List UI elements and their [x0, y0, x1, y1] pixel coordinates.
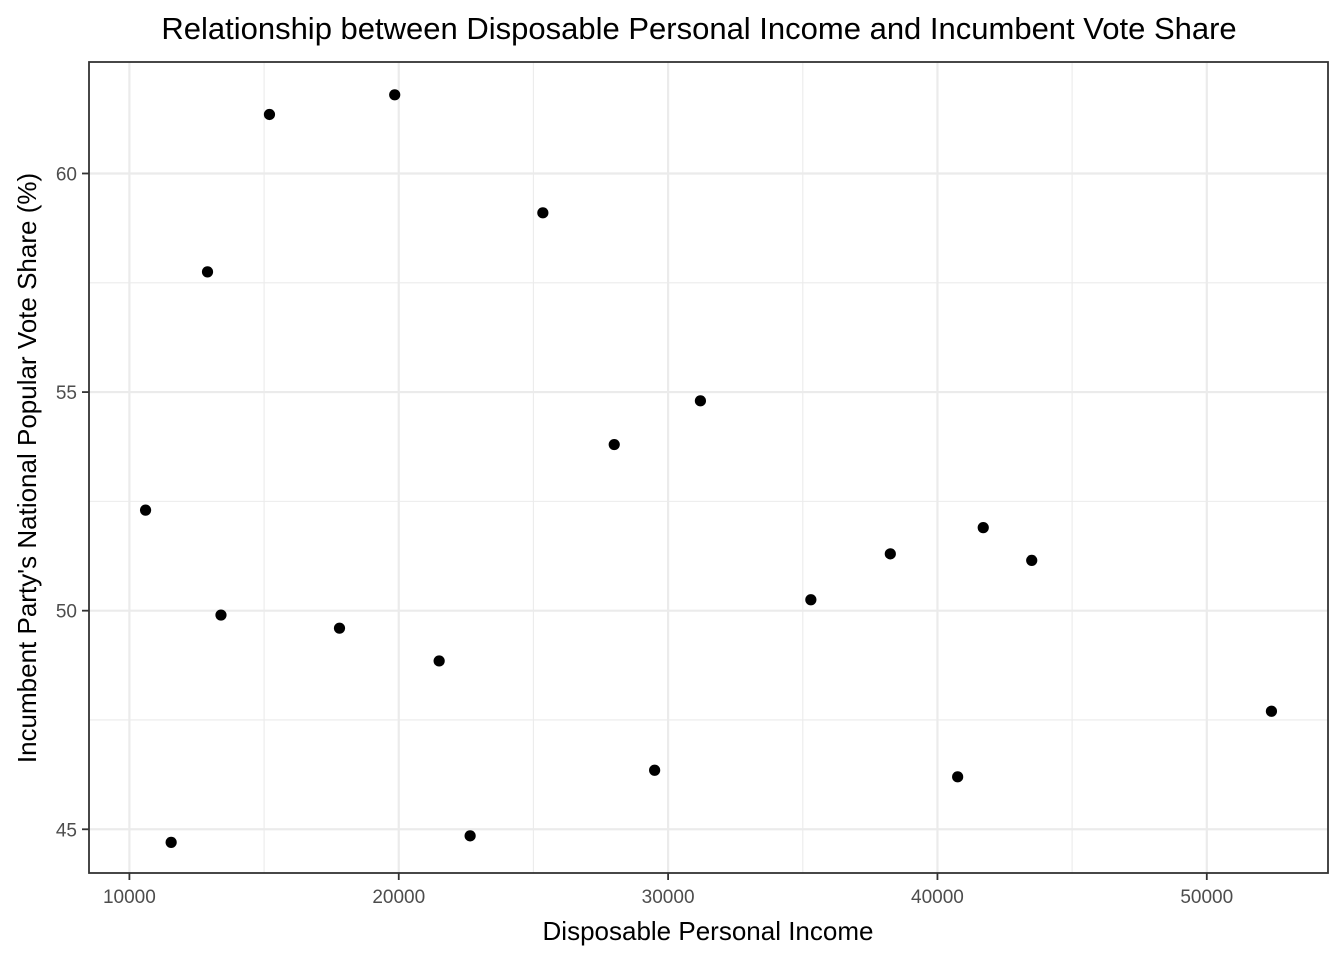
data-point: [537, 207, 549, 219]
grid-layer: [89, 62, 1328, 873]
data-point: [1026, 554, 1038, 567]
data-point: [333, 622, 346, 634]
data-point: [215, 609, 227, 621]
data-point: [884, 548, 896, 560]
data-point: [694, 395, 707, 407]
x-tick-label: 10000: [103, 887, 156, 908]
panel-border: [88, 61, 1329, 874]
data-point: [649, 764, 661, 776]
data-point: [977, 522, 989, 534]
y-tick-label: 45: [56, 820, 77, 841]
data-point: [201, 266, 214, 278]
data-point: [433, 655, 445, 667]
x-tick-label: 20000: [372, 887, 425, 908]
data-point: [805, 594, 817, 606]
data-point: [952, 771, 964, 783]
data-point: [263, 108, 276, 121]
x-tick-label: 50000: [1180, 887, 1233, 908]
y-tick-label: 55: [56, 383, 77, 404]
chart-title: Relationship between Disposable Personal…: [161, 11, 1236, 46]
data-point: [464, 830, 476, 842]
y-tick-label: 60: [56, 164, 77, 185]
y-axis-title: Incumbent Party's National Popular Vote …: [12, 173, 42, 763]
data-point: [165, 836, 177, 848]
axis-layer: 10000 20000 30000 40000 50000 45 50 55 60: [56, 164, 1233, 908]
data-point: [139, 504, 152, 516]
data-point: [608, 438, 620, 451]
data-point: [389, 89, 401, 101]
x-axis-title: Disposable Personal Income: [543, 916, 874, 946]
point-layer: [139, 89, 1278, 848]
y-tick-label: 50: [56, 602, 77, 623]
data-point: [1265, 705, 1278, 717]
x-tick-label: 40000: [911, 887, 964, 908]
x-tick-label: 30000: [642, 887, 695, 908]
